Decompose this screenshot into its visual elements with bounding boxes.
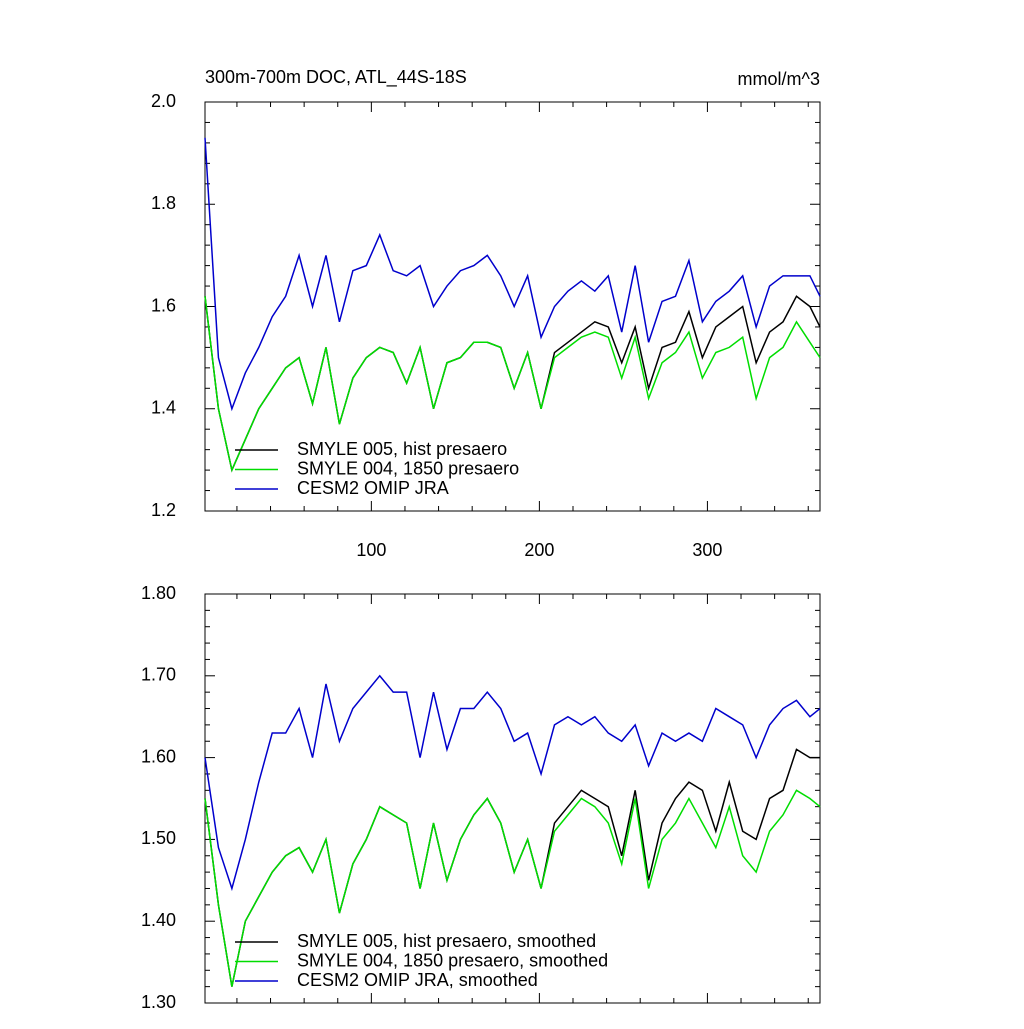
legend-label: SMYLE 005, hist presaero: [297, 439, 507, 459]
y-tick-label: 1.30: [141, 992, 176, 1012]
y-tick-label: 1.4: [151, 398, 176, 418]
y-tick-label: 1.80: [141, 583, 176, 603]
series-line: [204, 789, 821, 987]
y-tick-label: 1.60: [141, 746, 176, 766]
legend-label: CESM2 OMIP JRA: [297, 478, 449, 498]
y-tick-label: 1.40: [141, 910, 176, 930]
y-tick-label: 1.8: [151, 193, 176, 213]
y-tick-label: 1.70: [141, 665, 176, 685]
y-tick-label: 1.6: [151, 295, 176, 315]
chart-title: 300m-700m DOC, ATL_44S-18S: [205, 67, 467, 88]
y-tick-label: 1.2: [151, 500, 176, 520]
legend-label: CESM2 OMIP JRA, smoothed: [297, 970, 538, 990]
legend-label: SMYLE 005, hist presaero, smoothed: [297, 931, 596, 951]
units-label: mmol/m^3: [738, 69, 820, 89]
legend-label: SMYLE 004, 1850 presaero, smoothed: [297, 950, 608, 970]
series-line: [204, 674, 821, 892]
series-line: [204, 137, 821, 412]
y-tick-label: 2.0: [151, 91, 176, 111]
x-tick-label: 300: [692, 540, 722, 560]
series-line: [204, 296, 821, 473]
legend-label: SMYLE 004, 1850 presaero: [297, 458, 519, 478]
y-tick-label: 1.50: [141, 828, 176, 848]
x-tick-label: 100: [356, 540, 386, 560]
x-tick-label: 200: [524, 540, 554, 560]
